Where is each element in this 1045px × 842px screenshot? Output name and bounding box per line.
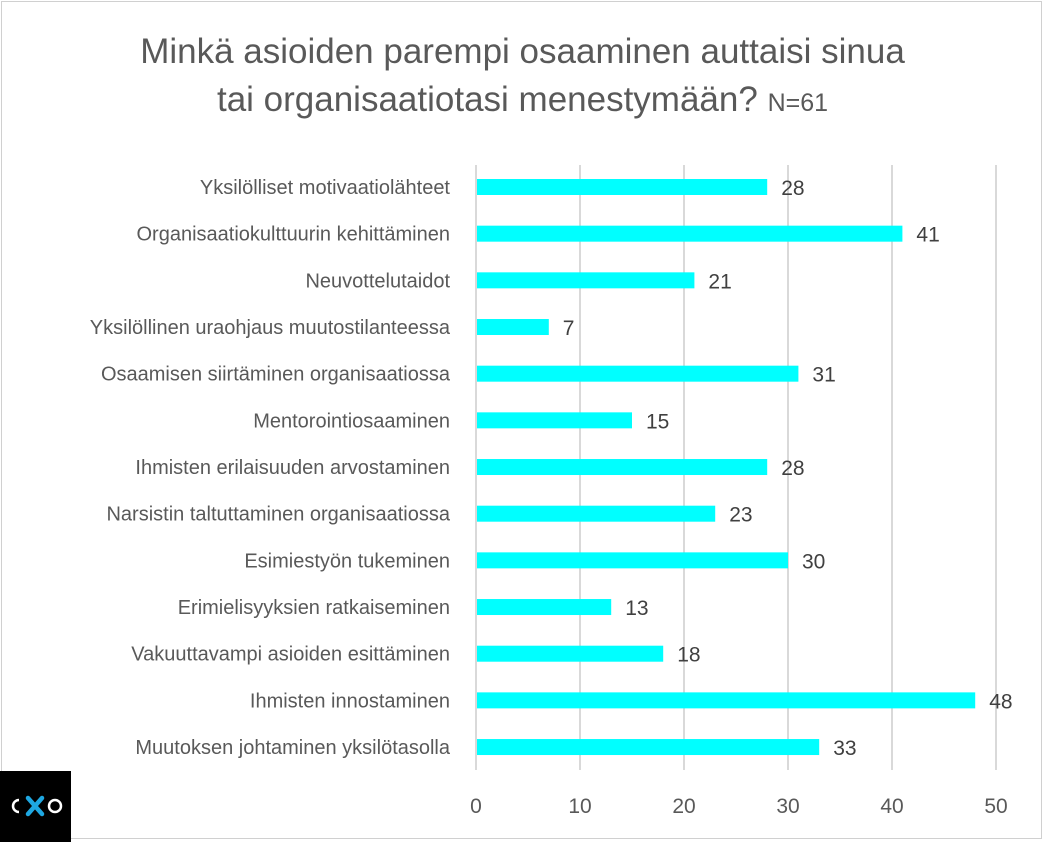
x-tick-label: 10: [568, 795, 591, 818]
data-label: 28: [781, 177, 804, 200]
category-label: Mentorointiosaaminen: [253, 410, 450, 432]
chart-title: Minkä asioiden parempi osaaminen auttais…: [0, 28, 1045, 127]
cxo-logo: [0, 771, 71, 842]
x-tick-label: 30: [776, 795, 799, 818]
data-label: 15: [646, 410, 669, 433]
title-line-1: Minkä asioiden parempi osaaminen auttais…: [140, 32, 905, 71]
data-label: 33: [833, 737, 856, 760]
category-label: Vakuuttavampi asioiden esittäminen: [131, 644, 450, 666]
data-label: 23: [729, 504, 752, 527]
bar: [477, 179, 768, 195]
bar: [477, 365, 799, 382]
bar: [477, 319, 549, 336]
bar: [477, 225, 903, 242]
title-line-2: tai organisaatiotasi menestymään? N=61: [216, 80, 829, 119]
category-label: Muutoksen johtaminen yksilötasolla: [135, 737, 450, 759]
x-tick-label: 50: [984, 795, 1007, 818]
category-label: Narsistin taltuttaminen organisaatiossa: [106, 504, 450, 526]
category-label: Neuvottelutaidot: [305, 270, 450, 292]
bar: [477, 459, 768, 476]
bar: [477, 692, 976, 709]
logo-graphic: [11, 795, 63, 817]
category-label: Yksilölliset motivaatiolähteet: [200, 177, 451, 199]
bar: [477, 412, 632, 429]
data-label: 7: [563, 317, 575, 340]
data-label: 48: [989, 690, 1012, 713]
category-label: Organisaatiokulttuurin kehittäminen: [136, 224, 450, 246]
category-label: Ihmisten erilaisuuden arvostaminen: [135, 457, 450, 479]
data-label: 28: [781, 457, 804, 480]
bar: [477, 552, 788, 569]
category-label: Esimiestyön tukeminen: [244, 550, 450, 572]
category-label: Ihmisten innostaminen: [250, 690, 450, 712]
data-label: 41: [916, 224, 939, 247]
x-tick-label: 40: [880, 795, 903, 818]
category-label: Erimielisyyksien ratkaiseminen: [178, 597, 450, 619]
bar: [477, 272, 695, 289]
data-label: 13: [625, 597, 648, 620]
bar: [477, 739, 820, 756]
bar: [477, 599, 612, 616]
data-label: 30: [802, 550, 825, 573]
data-label: 21: [708, 270, 731, 293]
bar: [477, 645, 664, 662]
data-label: 18: [677, 644, 700, 667]
x-tick-label: 20: [672, 795, 695, 818]
category-label: Osaamisen siirtäminen organisaatiossa: [101, 364, 451, 386]
x-tick-label: 0: [470, 795, 482, 818]
category-label: Yksilöllinen uraohjaus muutostilanteessa: [90, 317, 451, 339]
bar: [477, 505, 716, 522]
data-label: 31: [812, 364, 835, 387]
sample-size: N=61: [767, 89, 829, 117]
